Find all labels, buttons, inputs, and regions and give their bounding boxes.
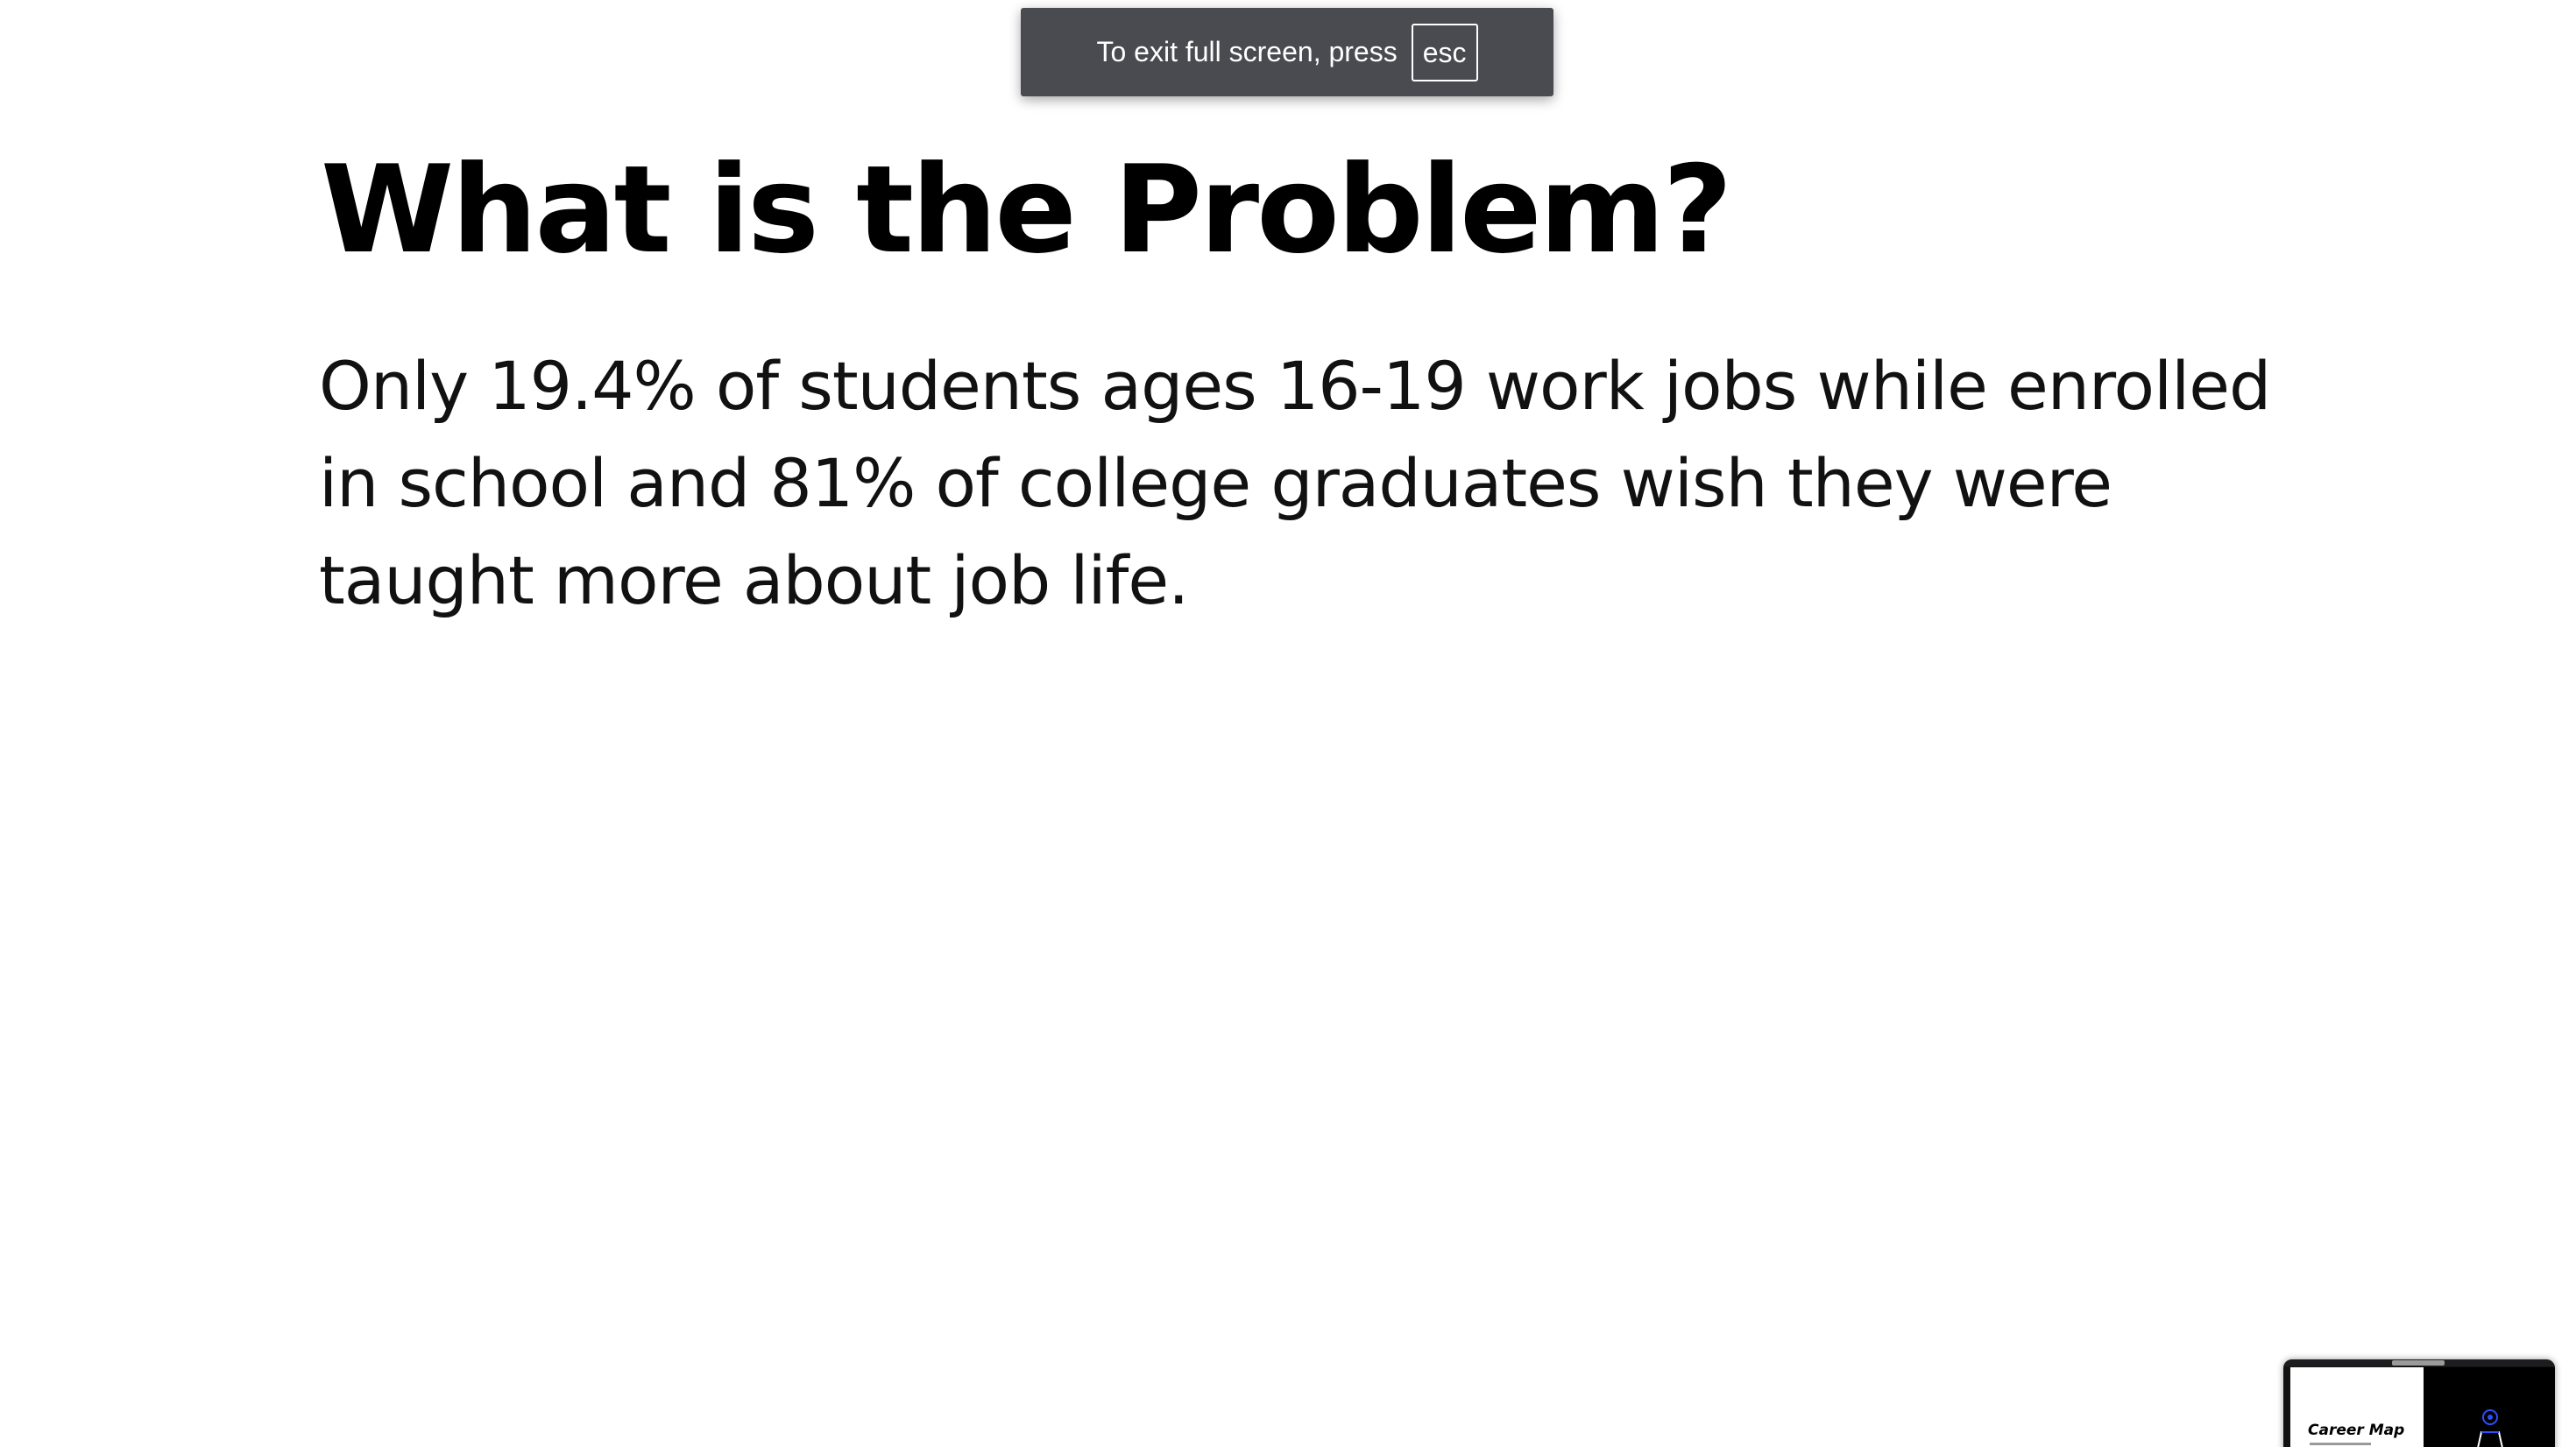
slide-preview-thumbnail[interactable]: Career Map bbox=[2283, 1359, 2555, 1447]
thumbnail-tab bbox=[2392, 1360, 2445, 1366]
slide-body-text: Only 19.4% of students ages 16-19 work j… bbox=[319, 347, 2271, 619]
fullscreen-notice-message: To exit full screen, press bbox=[1096, 36, 1398, 67]
slide-title: What is the Problem? bbox=[321, 139, 1732, 280]
thumbnail-subtitle-line bbox=[2310, 1443, 2371, 1445]
fullscreen-exit-notice: To exit full screen, press esc bbox=[1021, 8, 1553, 96]
thumbnail-topbar bbox=[2283, 1359, 2555, 1366]
map-pin-icon bbox=[2477, 1409, 2503, 1447]
esc-key-hint: esc bbox=[1411, 23, 1478, 81]
thumbnail-title: Career Map bbox=[2308, 1422, 2405, 1439]
thumbnail-slide-left: Career Map bbox=[2290, 1367, 2424, 1447]
thumbnail-slide-right bbox=[2424, 1367, 2555, 1447]
